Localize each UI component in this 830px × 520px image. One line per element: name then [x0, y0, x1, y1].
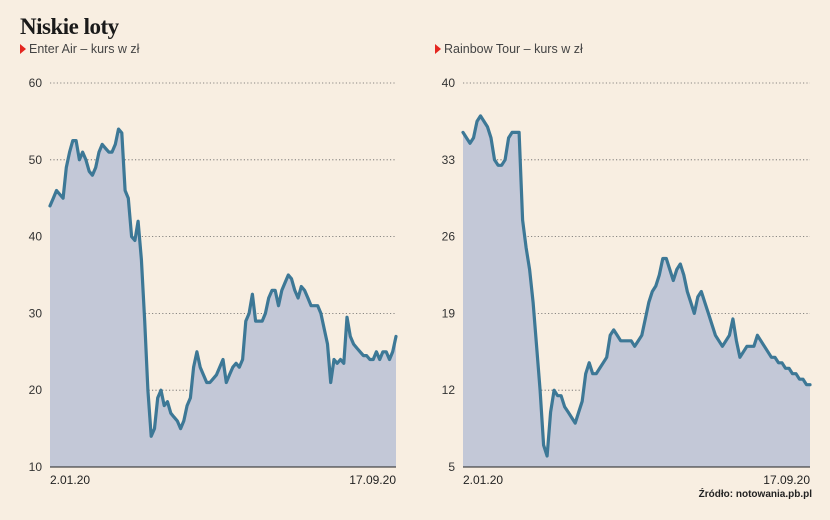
y-tick-label: 5 — [448, 460, 455, 474]
x-tick-label: 17.09.20 — [763, 473, 810, 487]
series-line — [461, 114, 812, 458]
series-line — [48, 127, 398, 438]
subtitle-rainbow-tour-label: Rainbow Tour – kurs w zł — [444, 42, 583, 56]
x-tick-label: 2.01.20 — [463, 473, 503, 487]
y-tick-label: 10 — [29, 460, 43, 474]
y-tick-label: 19 — [442, 306, 456, 320]
y-tick-label: 33 — [442, 153, 456, 167]
chart-title: Niskie loty — [20, 14, 119, 39]
subtitle-enter-air: Enter Air – kurs w zł — [20, 42, 139, 56]
y-tick-label: 30 — [29, 306, 43, 320]
y-tick-label: 12 — [442, 383, 456, 397]
red-triangle-icon — [435, 44, 441, 54]
chart-1: 40 33 26 19 12 5 2.01.20 17.09.20 — [442, 76, 812, 487]
source-note: Źródło: notowania.pb.pl — [698, 489, 812, 500]
y-tick-label: 40 — [29, 230, 43, 244]
subtitle-rainbow-tour: Rainbow Tour – kurs w zł — [435, 42, 583, 56]
y-tick-label: 60 — [29, 76, 43, 90]
subtitle-enter-air-label: Enter Air – kurs w zł — [29, 42, 140, 56]
x-tick-label: 17.09.20 — [349, 473, 396, 487]
y-tick-label: 26 — [442, 230, 456, 244]
y-tick-label: 40 — [442, 76, 456, 90]
x-tick-label: 2.01.20 — [50, 473, 90, 487]
series-area — [463, 115, 810, 468]
y-tick-label: 20 — [29, 383, 43, 397]
red-triangle-icon — [20, 44, 26, 54]
y-tick-label: 50 — [29, 153, 43, 167]
chart-0: 60 50 40 30 20 10 2.01.20 17.09.20 — [29, 76, 398, 487]
series-area — [50, 129, 396, 467]
